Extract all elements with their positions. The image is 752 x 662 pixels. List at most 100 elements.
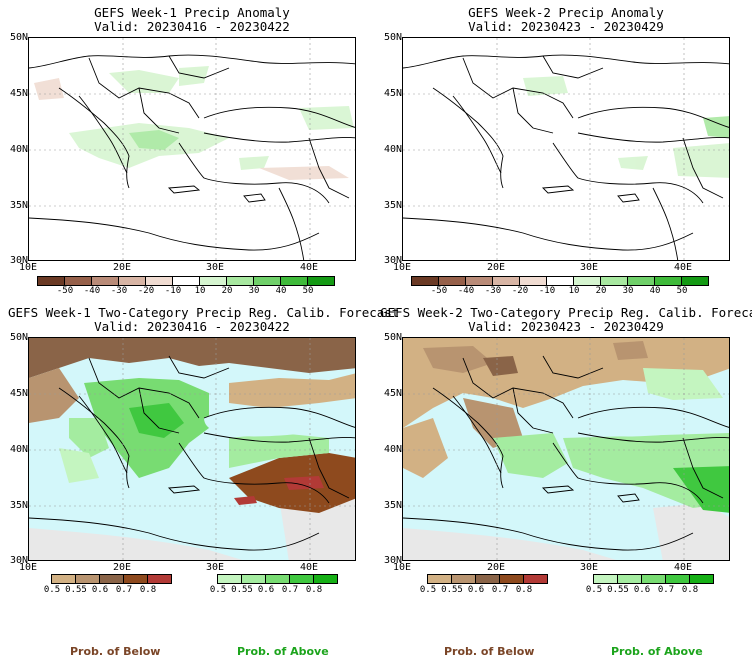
prob-below-region (29, 368, 79, 423)
lon-label: 10E (18, 562, 38, 573)
colorbar-tick-label: -50 (430, 286, 448, 296)
colorbar-swatch (411, 276, 439, 286)
land-gray-region (653, 503, 729, 560)
colorbar-tick-label: 0.8 (139, 585, 157, 595)
colorbar-swatch (253, 276, 281, 286)
lat-label: 30N (383, 255, 402, 266)
colorbar-tick-label: 0.7 (115, 585, 133, 595)
island-cyprus (617, 493, 640, 503)
lat-label: 30N (9, 255, 28, 266)
below-colorbar-left (51, 574, 172, 584)
colorbar-swatch (172, 276, 200, 286)
lat-label: 40N (9, 144, 28, 155)
colorbar-tick-label: 10 (194, 286, 206, 296)
coastline (577, 406, 729, 428)
colorbar-swatch (438, 276, 466, 286)
lon-label: 20E (112, 562, 132, 573)
lon-label: 30E (579, 562, 599, 573)
border (138, 87, 180, 134)
map-week1-anomaly-svg (29, 38, 355, 260)
island-cyprus (617, 193, 640, 203)
colorbar-tick-label: 0.8 (681, 585, 699, 595)
coastline (78, 395, 128, 474)
colorbar-tick-label: 0.55 (607, 585, 629, 595)
border (682, 437, 724, 499)
prob-below-region (483, 356, 518, 376)
colorbar-tick-label: 0.6 (257, 585, 275, 595)
colorbar-swatch (123, 574, 148, 584)
prob-below-region (613, 341, 648, 360)
panel2-title: GEFS Week-2 Precip Anomaly (468, 5, 664, 20)
anomaly-green-patch (703, 116, 729, 138)
panel1-valid: Valid: 20230416 - 20230422 (94, 19, 290, 34)
above-colorbar-right (593, 574, 714, 584)
colorbar-tick-label: 0.5 (209, 585, 227, 595)
lat-label: 30N (383, 555, 402, 566)
coastline (452, 95, 502, 174)
prob-below-region (423, 346, 493, 373)
lat-label: 30N (9, 555, 28, 566)
anomaly-brown-patch (34, 78, 64, 100)
colorbar-tick-label: 0.7 (657, 585, 675, 595)
colorbar-swatch (573, 276, 601, 286)
map-week2-two-category-svg (403, 338, 729, 560)
prob-above-region (69, 418, 109, 458)
colorbar-swatch (199, 276, 227, 286)
colorbar-swatch (75, 574, 100, 584)
panel3-valid: Valid: 20230416 - 20230422 (94, 319, 290, 334)
colorbar-swatch (147, 574, 172, 584)
lat-label: 45N (383, 88, 402, 99)
lon-label: 30E (579, 262, 599, 273)
panel4-valid: Valid: 20230423 - 20230429 (468, 319, 664, 334)
colorbar-tick-label: 50 (676, 286, 688, 296)
coastline (652, 187, 679, 260)
colorbar-swatch (451, 574, 476, 584)
colorbar-swatch (499, 574, 524, 584)
colorbar-swatch (64, 276, 92, 286)
anomaly-green-patch (239, 156, 269, 170)
prob-above-region (229, 433, 329, 468)
island-crete (167, 185, 201, 194)
colorbar-swatch (307, 276, 335, 286)
lat-label: 45N (9, 88, 28, 99)
coastline (29, 54, 355, 69)
coastline (403, 517, 694, 551)
coastline (178, 442, 330, 504)
lat-label: 40N (383, 444, 402, 455)
coastline (203, 406, 355, 428)
lat-label: 45N (383, 388, 402, 399)
below-colorbar-right (427, 574, 548, 584)
colorbar-swatch (641, 574, 666, 584)
anomaly-brown-patch (259, 166, 349, 180)
colorbar-tick-label: 0.6 (91, 585, 109, 595)
lon-label: 30E (205, 262, 225, 273)
border (308, 437, 350, 499)
prob-below-caption-left: Prob. of Below (70, 645, 161, 658)
colorbar-tick-label: 0.6 (467, 585, 485, 595)
colorbar-tick-label: 30 (622, 286, 634, 296)
island-cyprus (243, 193, 266, 203)
colorbar-swatch (654, 276, 682, 286)
border (138, 387, 180, 434)
colorbar-swatch (51, 574, 76, 584)
border (308, 137, 350, 199)
colorbar-tick-label: -20 (137, 286, 155, 296)
colorbar-tick-label: 30 (248, 286, 260, 296)
colorbar-tick-label: 50 (302, 286, 314, 296)
island-cyprus (234, 496, 257, 505)
colorbar-tick-label: 20 (221, 286, 233, 296)
colorbar-tick-label: -40 (457, 286, 475, 296)
coastline (552, 142, 704, 204)
lat-label: 40N (383, 144, 402, 155)
colorbar-tick-label: -30 (484, 286, 502, 296)
black-sea (204, 407, 335, 437)
colorbar-swatch (689, 574, 714, 584)
lon-label: 30E (205, 562, 225, 573)
colorbar-tick-label: 0.5 (419, 585, 437, 595)
coastline (552, 442, 704, 504)
colorbar-tick-label: 0.8 (305, 585, 323, 595)
coastline (577, 432, 729, 443)
colorbar-tick-label: 40 (649, 286, 661, 296)
lon-label: 40E (673, 262, 693, 273)
map-week1-two-category (28, 337, 356, 561)
